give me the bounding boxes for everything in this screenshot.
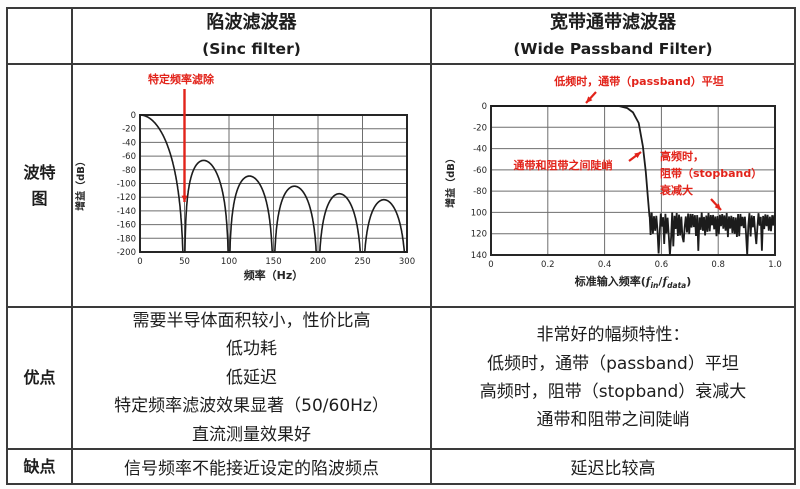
svg-text:0: 0 — [482, 102, 487, 112]
svg-text:-120: -120 — [117, 193, 136, 203]
svg-text:-180: -180 — [117, 234, 136, 244]
wide-passband-chart-cell: 0 -20 -40 -60 -80 100 120 140 0 0.2 0.4 0.6 0.8 1.0 增益… — [432, 65, 794, 308]
svg-text:-80: -80 — [122, 166, 136, 176]
pros-sinc-item: 低延迟 — [226, 367, 277, 388]
svg-text:50: 50 — [179, 257, 190, 267]
header-wide-passband-filter: 宽带通带滤波器 (Wide Passband Filter) — [432, 9, 794, 65]
svg-text:0.6: 0.6 — [655, 260, 669, 270]
header-wide-zh: 宽带通带滤波器 — [550, 12, 676, 33]
svg-text:衰减大: 衰减大 — [659, 183, 693, 197]
pros-wide-item: 非常好的幅频特性： — [536, 325, 690, 346]
filter-comparison-table: 陷波滤波器 (Sinc filter) 宽带通带滤波器 (Wide Passba… — [6, 7, 796, 485]
svg-text:200: 200 — [310, 257, 326, 267]
svg-text:-80: -80 — [473, 187, 487, 197]
header-sinc-zh: 陷波滤波器 — [206, 12, 297, 33]
pros-sinc-item: 特定频率滤波效果显著（50/60Hz） — [114, 396, 389, 417]
svg-text:140: 140 — [471, 251, 487, 261]
pros-wide-item: 通带和阻带之间陡峭 — [536, 410, 690, 431]
svg-text:-140: -140 — [117, 207, 136, 217]
svg-text:0: 0 — [137, 257, 142, 267]
row-label-pros: 优点 — [8, 308, 73, 450]
svg-text:-60: -60 — [122, 152, 136, 162]
svg-text:频率（Hz）: 频率（Hz） — [244, 268, 304, 282]
pros-wide-cell: 非常好的幅频特性： 低频时，通带（passband）平坦 高频时，阻带（stopba… — [432, 308, 794, 450]
cons-sinc-cell: 信号频率不能接近设定的陷波频点 — [73, 450, 432, 483]
svg-text:120: 120 — [471, 230, 487, 240]
pros-sinc-item: 需要半导体面积较小，性价比高 — [132, 310, 371, 331]
svg-text:0.8: 0.8 — [711, 260, 725, 270]
svg-text:-40: -40 — [473, 145, 487, 155]
svg-text:-160: -160 — [117, 221, 136, 231]
svg-text:0.2: 0.2 — [541, 260, 555, 270]
svg-text:300: 300 — [399, 257, 415, 267]
header-wide-en: (Wide Passband Filter) — [513, 40, 713, 58]
svg-text:250: 250 — [354, 257, 370, 267]
pros-sinc-cell: 需要半导体面积较小，性价比高 低功耗低延迟特定频率滤波效果显著（50/60Hz） 直… — [73, 308, 432, 450]
svg-text:通带和阻带之间陡峭: 通带和阻带之间陡峭 — [514, 158, 613, 172]
svg-text:0: 0 — [131, 111, 136, 121]
row-label-bode-line2: 图 — [31, 188, 48, 208]
svg-text:0: 0 — [488, 260, 493, 270]
svg-text:-60: -60 — [473, 166, 487, 176]
svg-text:特定频率滤除: 特定频率滤除 — [148, 72, 215, 86]
header-sinc-filter: 陷波滤波器 (Sinc filter) — [73, 9, 432, 65]
pros-wide-item: 高频时，阻带（stopband）衰减大 — [479, 382, 747, 402]
sinc-bode-chart-cell: 0 -20 -40 -60 -80 -100 -120 -140 -160 -180 -200 0 50… — [73, 65, 432, 308]
svg-text:标准输入频率(fin/fdata): 标准输入频率(fin/fdata) — [574, 274, 692, 290]
svg-text:-40: -40 — [122, 138, 136, 148]
header-sinc-en: (Sinc filter) — [202, 40, 301, 58]
svg-text:-200: -200 — [117, 248, 136, 258]
svg-text:100: 100 — [221, 257, 237, 267]
svg-text:增益（dB）: 增益（dB） — [74, 156, 87, 211]
svg-text:-20: -20 — [122, 125, 136, 135]
corner-cell — [8, 9, 73, 65]
svg-text:-20: -20 — [473, 123, 487, 133]
svg-text:0.4: 0.4 — [598, 260, 612, 270]
svg-text:150: 150 — [265, 257, 281, 267]
pros-sinc-item: 直流测量效果好 — [192, 424, 311, 445]
svg-text:100: 100 — [471, 208, 487, 218]
row-label-bode-plot: 波特 图 — [8, 65, 73, 308]
cons-wide-cell: 延迟比较高 — [570, 459, 656, 479]
pros-wide-item: 低频时，通带（passband）平坦 — [487, 353, 739, 374]
svg-text:高频时，: 高频时， — [660, 149, 704, 163]
row-label-bode-line1: 波特 — [23, 162, 56, 182]
pros-sinc-item: 低功耗 — [226, 339, 277, 360]
svg-text:阻带（stopband）: 阻带（stopband） — [660, 166, 762, 180]
svg-text:1.0: 1.0 — [768, 260, 782, 270]
svg-text:低频时，通带（passband）平坦: 低频时，通带（passband）平坦 — [553, 74, 723, 88]
svg-text:-100: -100 — [117, 180, 136, 190]
svg-text:增益（dB）: 增益（dB） — [444, 153, 457, 208]
row-label-cons: 缺点 — [8, 450, 73, 483]
